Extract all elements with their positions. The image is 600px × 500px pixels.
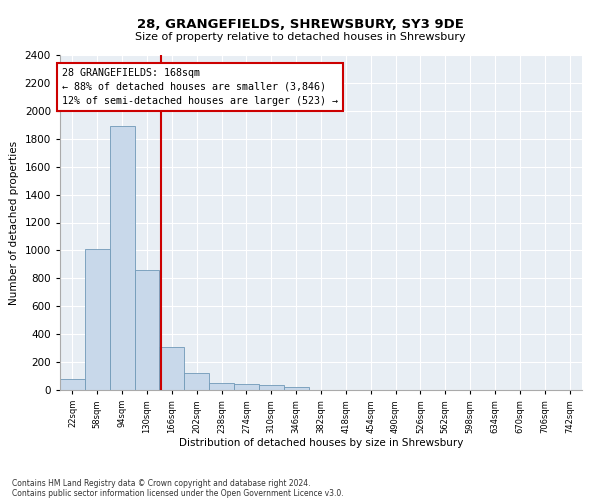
Text: Size of property relative to detached houses in Shrewsbury: Size of property relative to detached ho… [134, 32, 466, 42]
Bar [184, 373, 209, 390]
X-axis label: Distribution of detached houses by size in Shrewsbury: Distribution of detached houses by size … [179, 438, 463, 448]
Text: 28 GRANGEFIELDS: 168sqm
← 88% of detached houses are smaller (3,846)
12% of semi: 28 GRANGEFIELDS: 168sqm ← 88% of detache… [62, 68, 338, 106]
Bar [160, 346, 184, 390]
Bar [110, 126, 134, 390]
Bar [284, 387, 308, 390]
Bar [134, 270, 160, 390]
Text: 28, GRANGEFIELDS, SHREWSBURY, SY3 9DE: 28, GRANGEFIELDS, SHREWSBURY, SY3 9DE [137, 18, 463, 30]
Bar [259, 385, 284, 390]
Text: Contains public sector information licensed under the Open Government Licence v3: Contains public sector information licen… [12, 488, 344, 498]
Bar [85, 249, 110, 390]
Text: Contains HM Land Registry data © Crown copyright and database right 2024.: Contains HM Land Registry data © Crown c… [12, 478, 311, 488]
Bar [60, 379, 85, 390]
Bar [209, 383, 234, 390]
Bar [234, 384, 259, 390]
Y-axis label: Number of detached properties: Number of detached properties [9, 140, 19, 304]
